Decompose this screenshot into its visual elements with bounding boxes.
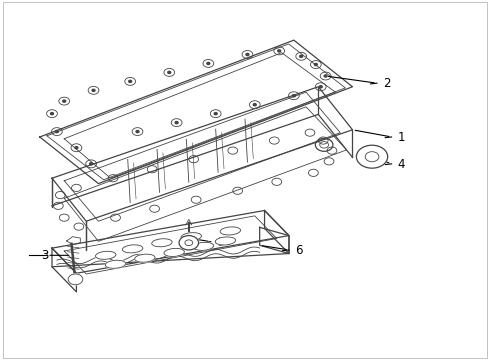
Circle shape <box>136 131 139 133</box>
Text: 3: 3 <box>41 249 48 262</box>
Text: 1: 1 <box>397 131 405 144</box>
Ellipse shape <box>122 245 143 253</box>
Ellipse shape <box>135 254 155 262</box>
Circle shape <box>63 100 66 102</box>
Circle shape <box>278 50 281 52</box>
Circle shape <box>315 63 318 66</box>
Circle shape <box>293 95 295 97</box>
Ellipse shape <box>181 233 201 241</box>
Circle shape <box>179 235 198 250</box>
Ellipse shape <box>152 239 172 247</box>
Circle shape <box>68 274 83 285</box>
Text: 2: 2 <box>383 77 391 90</box>
Ellipse shape <box>164 248 184 256</box>
Ellipse shape <box>215 237 236 245</box>
Circle shape <box>214 113 217 115</box>
Circle shape <box>324 75 327 77</box>
Circle shape <box>246 53 249 55</box>
Ellipse shape <box>96 251 116 259</box>
Ellipse shape <box>220 227 241 235</box>
Circle shape <box>300 55 303 57</box>
Circle shape <box>207 62 210 64</box>
Circle shape <box>175 122 178 124</box>
Circle shape <box>90 163 93 165</box>
Circle shape <box>319 86 322 88</box>
Ellipse shape <box>193 242 214 250</box>
Text: 6: 6 <box>295 244 302 257</box>
Circle shape <box>92 89 95 91</box>
Text: 4: 4 <box>397 158 405 171</box>
Circle shape <box>55 131 58 133</box>
Circle shape <box>253 104 256 106</box>
Text: 5: 5 <box>217 236 224 249</box>
Circle shape <box>129 80 132 82</box>
Circle shape <box>168 71 171 73</box>
Circle shape <box>50 113 53 115</box>
Ellipse shape <box>105 260 126 268</box>
Circle shape <box>356 145 388 168</box>
Circle shape <box>75 147 78 149</box>
